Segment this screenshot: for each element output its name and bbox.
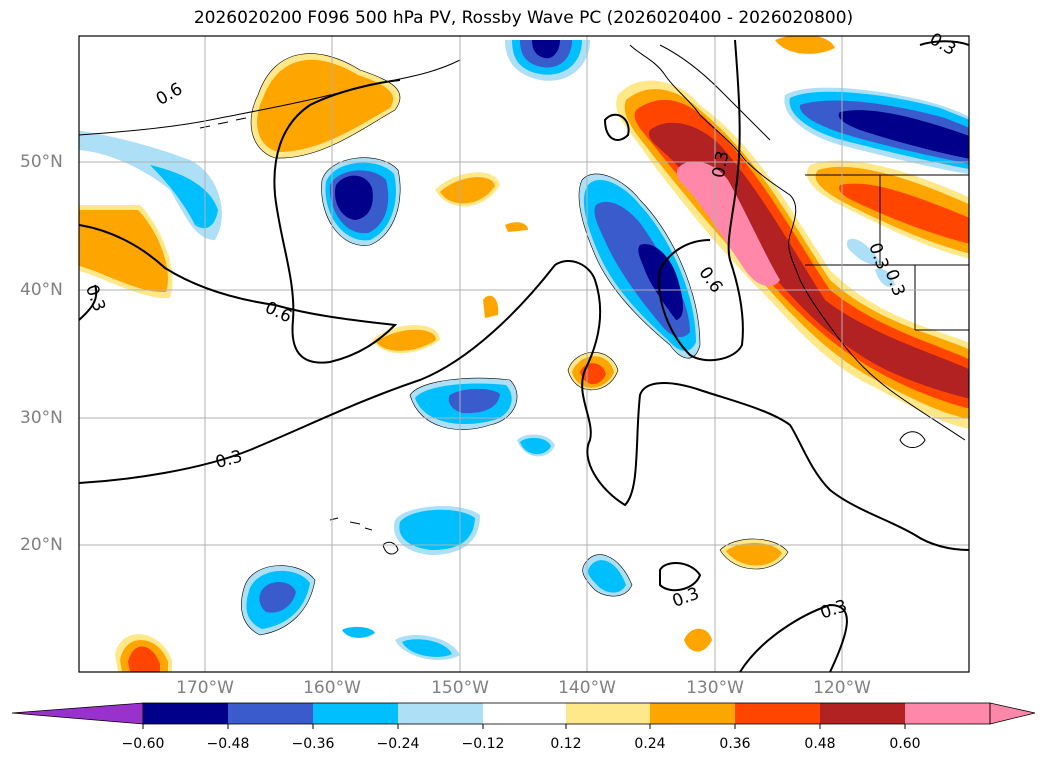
lon-label: 170°W [176, 678, 234, 698]
graticule [79, 36, 969, 672]
lon-label: 120°W [813, 678, 871, 698]
pv-contour-0.6-east [658, 39, 744, 362]
contour-labels: 0.6 0.3 0.6 0.3 0.3 0.6 0.3 0.3 0.3 0.3 … [81, 29, 959, 623]
lon-label: 130°W [686, 678, 744, 698]
colorbar-tick-label: 0.48 [804, 736, 836, 752]
contour-label: 0.6 [153, 79, 186, 110]
colorbar-tick-label: −0.24 [376, 736, 420, 752]
pv-contour-0.6 [79, 79, 401, 364]
colorbar-extend-low [11, 702, 144, 725]
contour-label: 0.6 [694, 263, 726, 297]
map-title: 2026020200 F096 500 hPa PV, Rossby Wave … [193, 8, 854, 28]
contour-label: 0.3 [926, 29, 959, 60]
coastal-band-pink [676, 161, 780, 287]
colorbar-tick-label: 0.60 [889, 736, 921, 752]
lat-label: 20°N [20, 535, 63, 555]
contour-label: 0.3 [81, 282, 109, 314]
pv-contours [79, 39, 969, 672]
anomaly-outlines [241, 53, 789, 636]
contour-label: 0.3 [881, 267, 909, 299]
lat-label: 50°N [20, 152, 63, 172]
lat-label: 40°N [20, 280, 63, 300]
contour-label: 0.6 [262, 298, 295, 328]
colorbar-tick-label: −0.12 [461, 736, 505, 752]
colorbar-tick-label: −0.36 [291, 736, 335, 752]
pv-contour-0.3-south [79, 260, 969, 551]
colorbar-tick-label: −0.60 [121, 736, 165, 752]
lon-label: 150°W [431, 678, 489, 698]
colorbar-tick-label: 0.24 [634, 736, 666, 752]
colorbar-tick-label: 0.36 [719, 736, 751, 752]
colorbar-tick-label: −0.48 [206, 736, 250, 752]
contour-label: 0.3 [864, 240, 892, 272]
contour-label: 0.3 [818, 596, 850, 623]
anomaly-fills [79, 36, 969, 672]
coastlines [79, 44, 969, 555]
map-frame [78, 35, 970, 673]
pv-contour-0.3-west [79, 284, 98, 321]
lon-label: 160°W [303, 678, 361, 698]
colorbar-tick-label: 0.12 [550, 736, 582, 752]
contour-label: 0.3 [709, 149, 733, 179]
colorbar [11, 702, 1036, 729]
lat-label: 30°N [20, 408, 63, 428]
lon-label: 140°W [558, 678, 616, 698]
contour-label: 0.3 [213, 447, 244, 473]
colorbar-extend-high [989, 702, 1036, 725]
contour-label: 0.3 [670, 584, 702, 612]
